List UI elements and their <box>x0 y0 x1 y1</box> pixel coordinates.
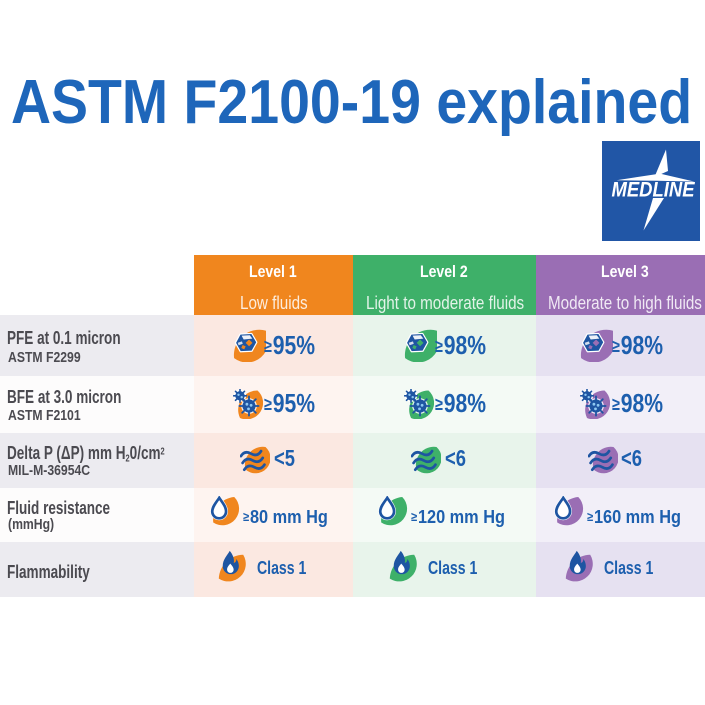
svg-text:MEDLINE: MEDLINE <box>612 177 696 201</box>
